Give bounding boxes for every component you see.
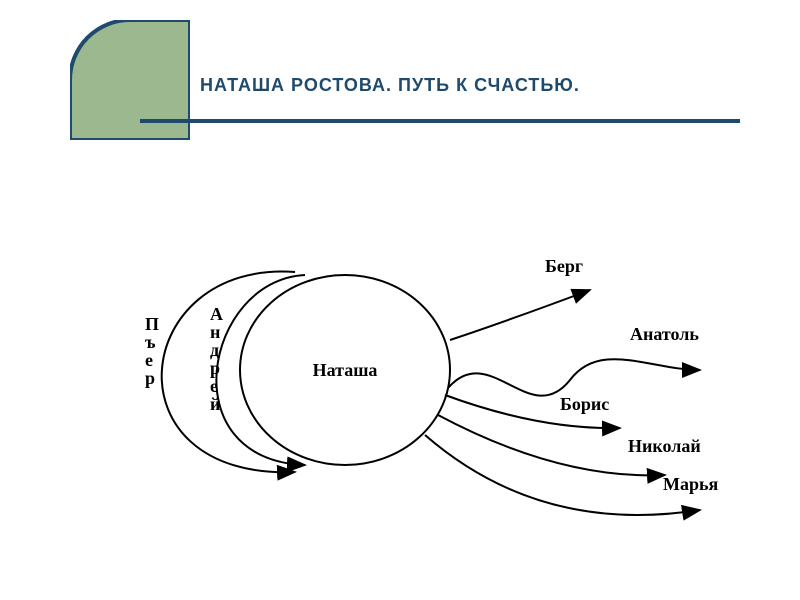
andrei-label: Андрей [210, 305, 223, 413]
berg-label: Берг [545, 256, 583, 276]
pier-label: Пъер [145, 315, 159, 387]
anatol-arrow [448, 359, 700, 395]
boris-label: Борис [560, 394, 609, 414]
anatol-label: Анатоль [630, 324, 699, 344]
berg-arrow [450, 290, 590, 340]
page-title: НАТАША РОСТОВА. ПУТЬ К СЧАСТЬЮ. [200, 75, 580, 96]
relationship-diagram: Наташа Берг Анатоль Борис Николай Марья Пъер А… [0, 200, 800, 580]
title-underline [140, 110, 740, 114]
nikolai-label: Николай [628, 436, 701, 456]
marya-label: Марья [663, 474, 719, 494]
center-label: Наташа [313, 360, 378, 380]
